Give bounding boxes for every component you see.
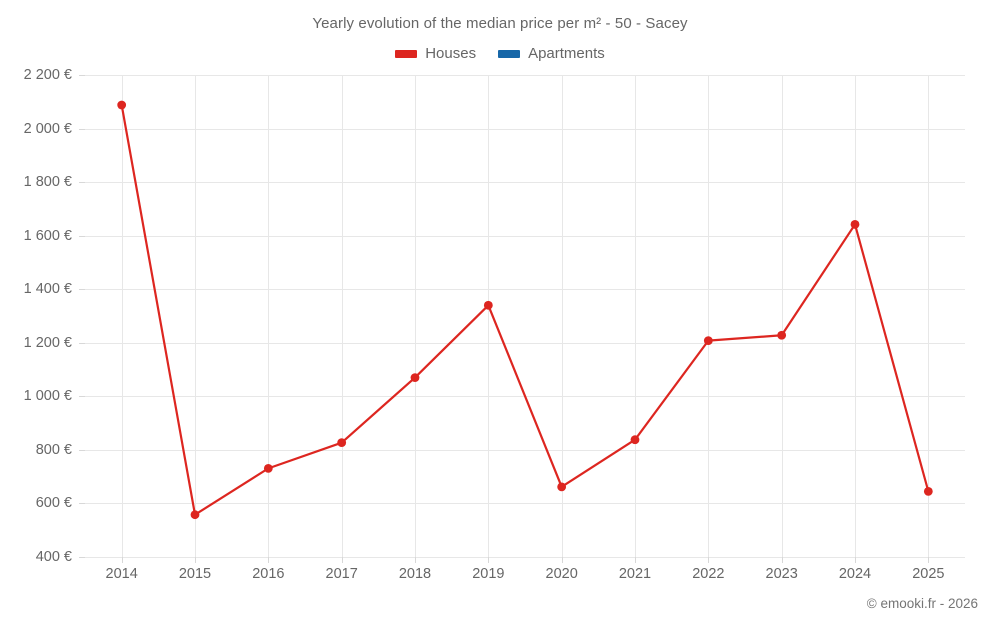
y-axis-tick-mark	[79, 503, 85, 505]
y-axis-tick-label: 1 400 €	[23, 281, 72, 298]
y-axis-tick-label: 1 600 €	[23, 227, 72, 244]
y-axis-tick-label: 800 €	[35, 441, 72, 458]
gridline-vertical	[855, 75, 856, 557]
y-axis-tick-label: 2 000 €	[23, 120, 72, 137]
y-axis-tick-label: 1 200 €	[23, 334, 72, 351]
x-axis-tick-mark	[928, 557, 930, 563]
y-axis-tick-label: 2 200 €	[23, 67, 72, 83]
y-axis-tick-label: 1 800 €	[23, 174, 72, 191]
legend-label-apartments: Apartments	[528, 45, 605, 62]
x-axis-tick-label: 2018	[398, 566, 432, 582]
legend-item-houses[interactable]: Houses	[395, 46, 476, 61]
chart-title: Yearly evolution of the median price per…	[312, 15, 688, 32]
y-axis-tick-mark	[79, 396, 85, 398]
x-axis-tick-label: 2021	[618, 566, 652, 582]
chart-credit: © emooki.fr - 2026	[866, 596, 978, 611]
gridline-horizontal	[85, 289, 965, 291]
y-axis-tick-mark	[79, 235, 85, 237]
x-axis-tick-label: 2024	[838, 566, 872, 582]
gridline-horizontal	[85, 503, 965, 505]
x-axis-tick-label: 2023	[765, 566, 798, 582]
x-axis-tick-label: 2017	[325, 566, 358, 582]
y-axis-tick-mark	[79, 557, 85, 558]
y-axis-tick-mark	[79, 449, 85, 451]
legend-label-houses: Houses	[425, 45, 477, 62]
gridline-horizontal	[85, 396, 965, 398]
x-axis-tick-label: 2019	[472, 566, 505, 582]
y-axis-tick-mark	[79, 75, 85, 76]
y-axis-tick-mark	[79, 289, 85, 291]
legend-swatch-houses	[395, 49, 418, 58]
x-axis-tick-mark	[708, 557, 710, 563]
x-axis-tick-mark	[121, 557, 123, 563]
gridline-vertical	[635, 75, 636, 557]
gridline-vertical	[561, 75, 563, 557]
legend-swatch-apartments	[498, 49, 521, 58]
gridline-horizontal	[85, 75, 965, 76]
x-axis-tick-label: 2022	[692, 566, 725, 582]
x-axis-tick-mark	[415, 557, 416, 563]
gridline-vertical	[781, 75, 783, 557]
x-axis-tick-label: 2025	[912, 566, 945, 582]
gridline-vertical	[415, 75, 416, 557]
gridline-vertical	[195, 75, 196, 557]
x-axis-tick-mark	[195, 557, 196, 563]
gridline-vertical	[121, 75, 123, 557]
y-axis-tick-mark	[79, 342, 85, 344]
y-axis-tick-label: 1 000 €	[23, 388, 72, 405]
x-axis-tick-mark	[488, 557, 490, 563]
x-axis-tick-mark	[341, 557, 343, 563]
gridline-vertical	[488, 75, 490, 557]
y-axis-tick-label: 600 €	[35, 495, 72, 512]
x-axis-tick-mark	[268, 557, 270, 563]
y-axis-tick-mark	[79, 182, 85, 184]
y-axis-tick-label: 400 €	[35, 549, 72, 565]
gridline-vertical	[268, 75, 270, 557]
chart-legend: Houses Apartments	[0, 46, 1000, 61]
x-axis-tick-mark	[781, 557, 783, 563]
x-axis-tick-mark	[635, 557, 636, 563]
gridline-vertical	[341, 75, 343, 557]
gridline-horizontal	[85, 557, 965, 558]
x-axis-tick-mark	[561, 557, 563, 563]
gridline-horizontal	[85, 128, 965, 130]
y-axis-tick-mark	[79, 128, 85, 130]
plot-area	[85, 75, 965, 558]
x-axis-tick-label: 2014	[105, 566, 138, 582]
gridline-horizontal	[85, 235, 965, 237]
legend-item-apartments[interactable]: Apartments	[498, 46, 605, 61]
x-axis-tick-label: 2016	[252, 566, 285, 582]
gridline-horizontal	[85, 449, 965, 451]
x-axis-tick-mark	[855, 557, 856, 563]
gridline-horizontal	[85, 342, 965, 344]
x-axis-tick-label: 2020	[545, 566, 578, 582]
x-axis-tick-label: 2015	[178, 566, 212, 582]
gridline-vertical	[928, 75, 930, 557]
gridline-horizontal	[85, 182, 965, 184]
gridline-vertical	[708, 75, 710, 557]
